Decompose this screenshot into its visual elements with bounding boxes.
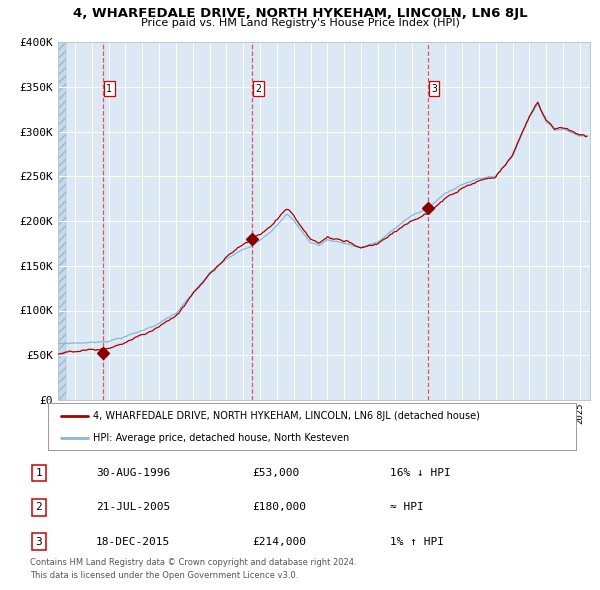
Text: 1: 1	[35, 468, 43, 478]
Text: 3: 3	[35, 536, 43, 546]
Text: 16% ↓ HPI: 16% ↓ HPI	[390, 468, 451, 478]
Text: 2: 2	[256, 84, 262, 94]
Text: 1% ↑ HPI: 1% ↑ HPI	[390, 536, 444, 546]
Text: This data is licensed under the Open Government Licence v3.0.: This data is licensed under the Open Gov…	[30, 571, 298, 579]
Text: £53,000: £53,000	[252, 468, 299, 478]
Text: 18-DEC-2015: 18-DEC-2015	[96, 536, 170, 546]
Text: 1: 1	[106, 84, 112, 94]
Text: 4, WHARFEDALE DRIVE, NORTH HYKEHAM, LINCOLN, LN6 8JL: 4, WHARFEDALE DRIVE, NORTH HYKEHAM, LINC…	[73, 7, 527, 20]
Text: HPI: Average price, detached house, North Kesteven: HPI: Average price, detached house, Nort…	[93, 433, 349, 443]
Text: 21-JUL-2005: 21-JUL-2005	[96, 502, 170, 512]
Text: 4, WHARFEDALE DRIVE, NORTH HYKEHAM, LINCOLN, LN6 8JL (detached house): 4, WHARFEDALE DRIVE, NORTH HYKEHAM, LINC…	[93, 411, 480, 421]
Text: £214,000: £214,000	[252, 536, 306, 546]
Text: 3: 3	[431, 84, 437, 94]
Text: Price paid vs. HM Land Registry's House Price Index (HPI): Price paid vs. HM Land Registry's House …	[140, 18, 460, 28]
Text: Contains HM Land Registry data © Crown copyright and database right 2024.: Contains HM Land Registry data © Crown c…	[30, 558, 356, 566]
Text: 30-AUG-1996: 30-AUG-1996	[96, 468, 170, 478]
Text: 2: 2	[35, 502, 43, 512]
Text: ≈ HPI: ≈ HPI	[390, 502, 424, 512]
Text: £180,000: £180,000	[252, 502, 306, 512]
